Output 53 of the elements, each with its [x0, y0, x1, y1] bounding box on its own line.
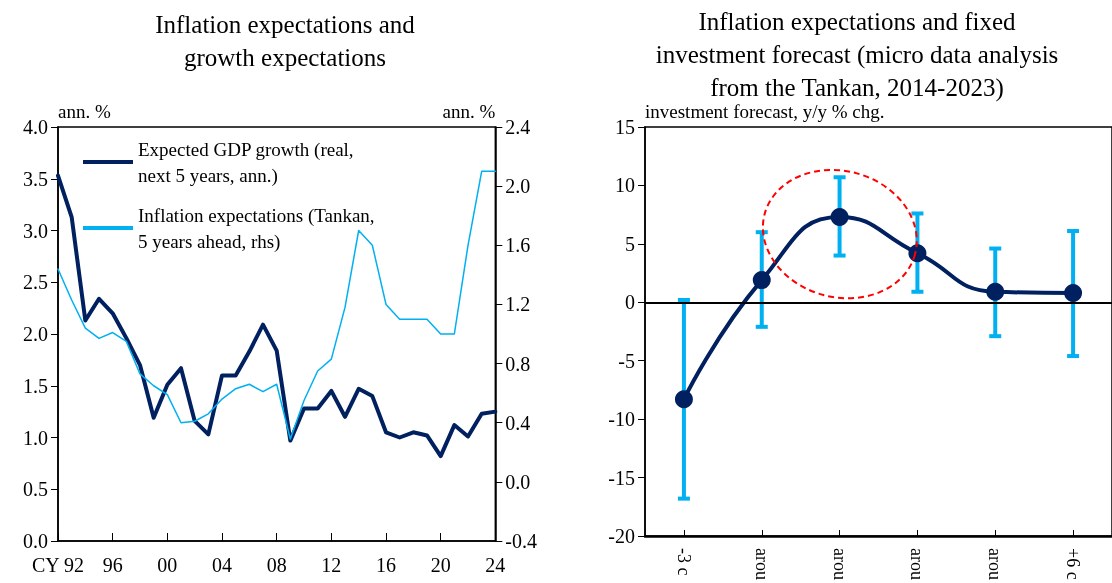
x-tick-label: CY 92	[31, 554, 85, 576]
y-tick-label: 3.0	[23, 219, 48, 242]
y2-tick-label: 1.2	[505, 293, 531, 316]
x-tick-label: -3 c	[673, 548, 694, 576]
x-tick-label: 20	[430, 554, 451, 576]
y-tick-label: 15	[615, 116, 635, 138]
y-tick-label: 1.5	[23, 374, 48, 397]
y-tick-label: 5	[625, 232, 635, 255]
x-tick-label: 08	[266, 554, 287, 576]
y-tick-label: 0	[625, 291, 635, 314]
x-tick-label: 04	[212, 554, 232, 576]
y-tick-label: 0.0	[23, 530, 48, 552]
point	[674, 390, 693, 409]
y-tick-label: 2.5	[23, 271, 48, 294]
y-tick-label: 4.0	[23, 116, 48, 138]
point	[752, 271, 771, 290]
y2-tick-label: 0.4	[505, 411, 531, 434]
y2-tick-label: 2.0	[505, 175, 531, 198]
x-tick-label: 00	[157, 554, 178, 576]
x-tick-label: arou	[751, 548, 772, 580]
y2-tick-label: 0.0	[505, 470, 531, 493]
point	[908, 244, 927, 263]
point	[830, 207, 849, 226]
x-tick-label: 24	[485, 554, 506, 576]
x-tick-label: 96	[102, 554, 123, 576]
y-tick-label: -20	[608, 525, 635, 548]
y-tick-label: -5	[618, 349, 635, 372]
y-tick-label: 3.5	[23, 167, 48, 190]
y-tick-label: -15	[608, 466, 635, 489]
x-tick-label: 16	[376, 554, 396, 576]
legend-label: Expected GDP growth (real, next 5 years, ann.)	[138, 138, 354, 187]
y2-axis-title: ann. %	[442, 101, 496, 122]
y2-tick-label: 0.8	[505, 352, 531, 375]
y-tick-label: -10	[608, 408, 635, 431]
y-tick-label: 0.5	[23, 478, 48, 501]
chart-title: Inflation expectations and fixed investment forecast (micro data analysis from the Tankan, 2014-2023)	[655, 8, 1059, 102]
y-axis-title: investment forecast, y/y % chg.	[645, 101, 885, 122]
x-tick-label: arou	[985, 548, 1006, 580]
y-axis-title: ann. %	[58, 101, 111, 122]
legend-label: Inflation expectations (Tankan, 5 years ahead, rhs)	[138, 204, 375, 253]
y-tick-label: 10	[615, 174, 635, 197]
x-tick-label: +6 c	[1063, 548, 1084, 580]
x-tick-label: 12	[321, 554, 342, 576]
x-tick-label: arou	[907, 548, 928, 580]
x-tick-label: arou	[829, 548, 850, 580]
y2-tick-label: -0.4	[505, 530, 538, 552]
chart-title: Inflation expectations and growth expectations	[155, 11, 416, 71]
y2-tick-label: 2.4	[505, 116, 531, 138]
point	[1064, 283, 1083, 302]
y-tick-label: 2.0	[23, 323, 48, 345]
point	[986, 282, 1005, 301]
y-tick-label: 1.0	[23, 426, 48, 449]
y2-tick-label: 1.6	[505, 234, 531, 257]
